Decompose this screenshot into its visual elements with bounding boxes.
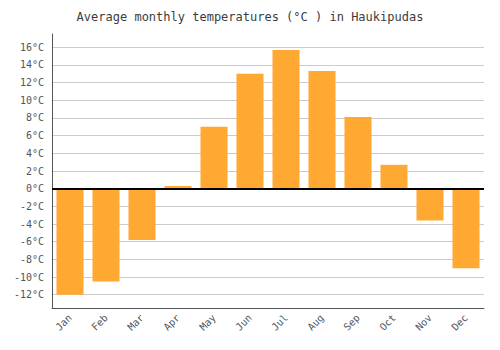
svg-text:Apr: Apr bbox=[161, 312, 182, 333]
svg-text:Nov: Nov bbox=[413, 312, 434, 333]
svg-text:Jul: Jul bbox=[269, 312, 290, 333]
svg-text:Aug: Aug bbox=[305, 312, 326, 333]
svg-text:Jun: Jun bbox=[233, 312, 254, 333]
svg-text:12°C: 12°C bbox=[20, 77, 44, 88]
svg-text:Mar: Mar bbox=[125, 312, 146, 333]
svg-text:0°C: 0°C bbox=[26, 183, 44, 194]
svg-text:-4°C: -4°C bbox=[20, 219, 44, 230]
svg-text:Sep: Sep bbox=[341, 312, 362, 333]
svg-text:Feb: Feb bbox=[89, 312, 110, 333]
svg-text:-12°C: -12°C bbox=[14, 289, 44, 300]
svg-text:Oct: Oct bbox=[377, 312, 398, 333]
svg-text:May: May bbox=[197, 312, 218, 333]
svg-text:Average monthly temperatures (: Average monthly temperatures (°C ) in Ha… bbox=[77, 10, 424, 24]
svg-text:6°C: 6°C bbox=[26, 130, 44, 141]
svg-text:2°C: 2°C bbox=[26, 166, 44, 177]
svg-text:Jan: Jan bbox=[53, 312, 74, 333]
svg-text:4°C: 4°C bbox=[26, 148, 44, 159]
svg-text:16°C: 16°C bbox=[20, 42, 44, 53]
svg-text:10°C: 10°C bbox=[20, 95, 44, 106]
svg-text:-10°C: -10°C bbox=[14, 272, 44, 283]
svg-text:-2°C: -2°C bbox=[20, 201, 44, 212]
svg-text:-8°C: -8°C bbox=[20, 254, 44, 265]
svg-text:14°C: 14°C bbox=[20, 59, 44, 70]
svg-text:8°C: 8°C bbox=[26, 112, 44, 123]
svg-text:-6°C: -6°C bbox=[20, 236, 44, 247]
svg-text:Dec: Dec bbox=[449, 312, 470, 333]
